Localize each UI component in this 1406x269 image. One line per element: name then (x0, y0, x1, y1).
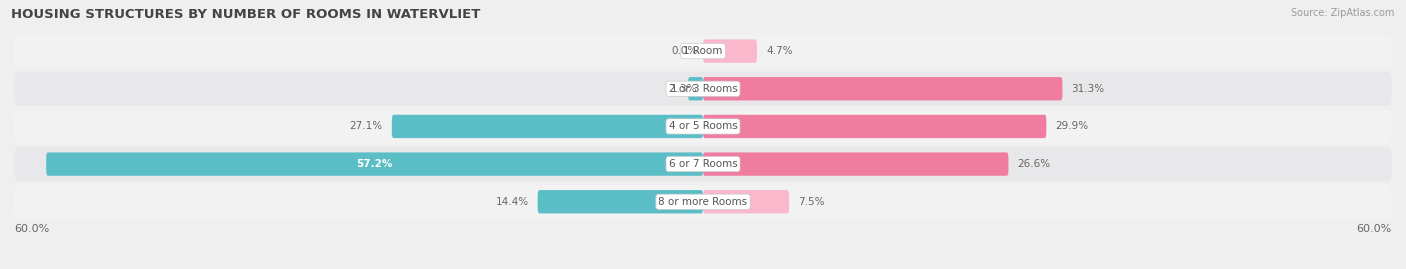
Text: 27.1%: 27.1% (350, 121, 382, 132)
Text: 60.0%: 60.0% (14, 224, 49, 234)
FancyBboxPatch shape (703, 153, 1008, 176)
FancyBboxPatch shape (392, 115, 703, 138)
Text: 4.7%: 4.7% (766, 46, 793, 56)
Text: 2 or 3 Rooms: 2 or 3 Rooms (669, 84, 737, 94)
FancyBboxPatch shape (14, 109, 1392, 143)
Text: 4 or 5 Rooms: 4 or 5 Rooms (669, 121, 737, 132)
Text: HOUSING STRUCTURES BY NUMBER OF ROOMS IN WATERVLIET: HOUSING STRUCTURES BY NUMBER OF ROOMS IN… (11, 8, 481, 21)
Text: 57.2%: 57.2% (356, 159, 392, 169)
FancyBboxPatch shape (14, 147, 1392, 181)
Text: 60.0%: 60.0% (1357, 224, 1392, 234)
FancyBboxPatch shape (703, 40, 756, 63)
FancyBboxPatch shape (14, 72, 1392, 106)
Text: 26.6%: 26.6% (1018, 159, 1050, 169)
FancyBboxPatch shape (14, 34, 1392, 68)
Text: 7.5%: 7.5% (799, 197, 825, 207)
Text: 1 Room: 1 Room (683, 46, 723, 56)
FancyBboxPatch shape (537, 190, 703, 213)
Text: 31.3%: 31.3% (1071, 84, 1105, 94)
Text: Source: ZipAtlas.com: Source: ZipAtlas.com (1291, 8, 1395, 18)
FancyBboxPatch shape (14, 185, 1392, 219)
Text: 8 or more Rooms: 8 or more Rooms (658, 197, 748, 207)
Text: 14.4%: 14.4% (495, 197, 529, 207)
Text: 1.3%: 1.3% (671, 84, 697, 94)
FancyBboxPatch shape (703, 115, 1046, 138)
FancyBboxPatch shape (703, 77, 1063, 100)
FancyBboxPatch shape (46, 153, 703, 176)
Text: 0.0%: 0.0% (671, 46, 697, 56)
Text: 6 or 7 Rooms: 6 or 7 Rooms (669, 159, 737, 169)
FancyBboxPatch shape (703, 190, 789, 213)
FancyBboxPatch shape (688, 77, 703, 100)
Text: 29.9%: 29.9% (1056, 121, 1088, 132)
